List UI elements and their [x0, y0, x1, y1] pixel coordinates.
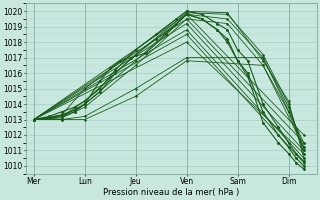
X-axis label: Pression niveau de la mer( hPa ): Pression niveau de la mer( hPa ) — [103, 188, 239, 197]
